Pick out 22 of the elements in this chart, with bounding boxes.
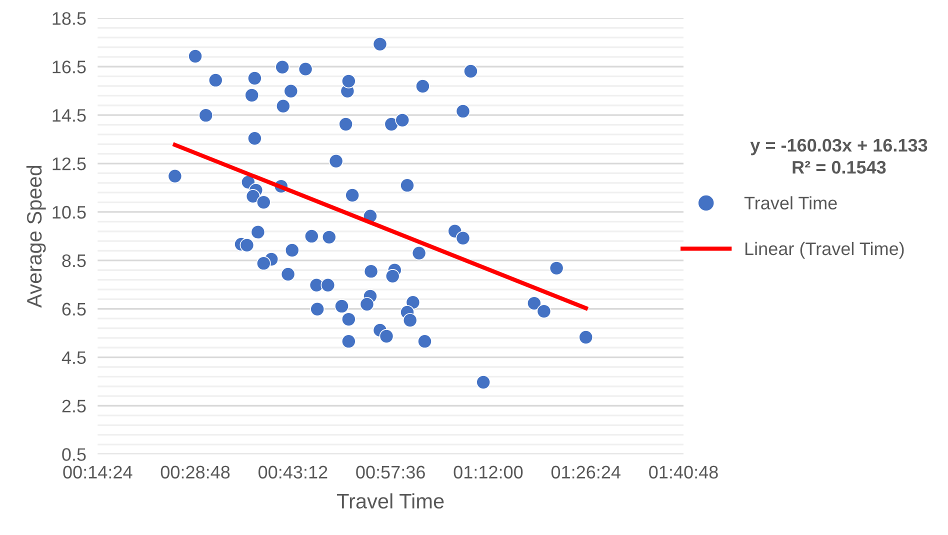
y-tick-label: 18.5 [52, 12, 86, 25]
y-tick-label: 6.5 [62, 302, 86, 316]
text: y = -160.03x + 16.133 R² = 0.1543 [750, 138, 928, 174]
x-tick-label: 00:28:48 [160, 466, 230, 479]
y-tick-label: 16.5 [52, 60, 86, 74]
y-tick-label: 0.5 [62, 448, 86, 461]
y-tick-label: 12.5 [52, 157, 86, 170]
y-tick-label: 14.5 [52, 109, 86, 122]
x-tick-label: 00:43:12 [258, 466, 328, 479]
y-tick-label: 2.5 [62, 400, 86, 412]
x-tick-label: 01:40:48 [649, 466, 718, 479]
x-tick-label: 00:14:24 [63, 466, 132, 479]
y-tick-label: 10.5 [52, 206, 86, 219]
legend-label: Linear (Travel Time) [745, 242, 904, 259]
x-tick-label: 00:57:36 [356, 466, 425, 479]
x-axis-title: Travel Time [337, 493, 444, 509]
y-tick-label: 4.5 [62, 351, 86, 364]
y-tick-label: 8.5 [62, 254, 86, 268]
y-axis-title: Average Speed [26, 166, 46, 308]
x-tick-label: 01:12:00 [454, 466, 523, 479]
legend-label: Travel Time [744, 196, 837, 210]
x-tick-label: 01:26:24 [551, 466, 620, 479]
